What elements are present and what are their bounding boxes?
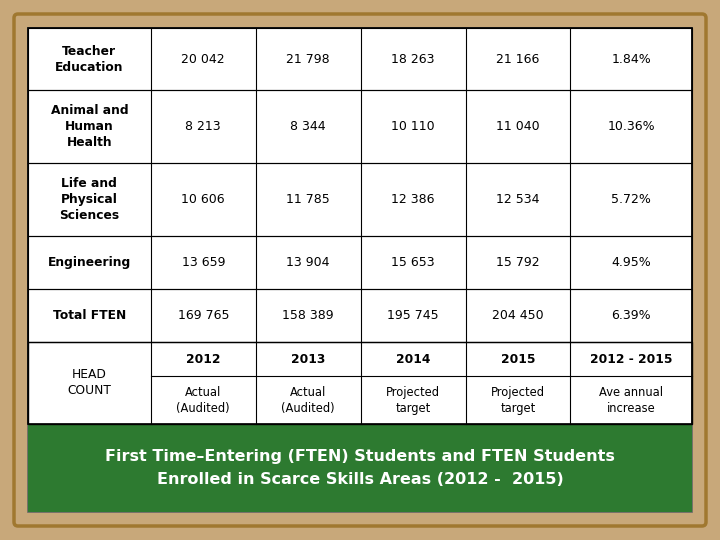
Text: Life and
Physical
Sciences: Life and Physical Sciences xyxy=(59,177,120,222)
Text: First Time–Entering (FTEN) Students and FTEN Students
Enrolled in Scarce Skills : First Time–Entering (FTEN) Students and … xyxy=(105,449,615,487)
Text: Ave annual
increase: Ave annual increase xyxy=(599,386,663,415)
Text: Actual
(Audited): Actual (Audited) xyxy=(282,386,335,415)
Text: 2014: 2014 xyxy=(396,353,431,366)
Text: 15 792: 15 792 xyxy=(496,256,540,269)
Text: 20 042: 20 042 xyxy=(181,52,225,65)
Text: 21 166: 21 166 xyxy=(496,52,540,65)
Bar xyxy=(28,236,692,289)
Text: 2013: 2013 xyxy=(291,353,325,366)
Text: 10.36%: 10.36% xyxy=(608,120,655,133)
Text: 13 659: 13 659 xyxy=(181,256,225,269)
FancyBboxPatch shape xyxy=(14,14,706,526)
Text: 4.95%: 4.95% xyxy=(611,256,651,269)
Text: 2012 - 2015: 2012 - 2015 xyxy=(590,353,672,366)
Text: 8 344: 8 344 xyxy=(290,120,326,133)
Text: 15 653: 15 653 xyxy=(391,256,435,269)
Text: 2012: 2012 xyxy=(186,353,220,366)
Text: 12 534: 12 534 xyxy=(496,193,540,206)
Text: 21 798: 21 798 xyxy=(287,52,330,65)
Text: 12 386: 12 386 xyxy=(392,193,435,206)
Text: Projected
target: Projected target xyxy=(386,386,440,415)
Bar xyxy=(28,28,692,424)
Text: 158 389: 158 389 xyxy=(282,309,334,322)
Text: 10 110: 10 110 xyxy=(391,120,435,133)
Text: Projected
target: Projected target xyxy=(491,386,545,415)
FancyBboxPatch shape xyxy=(28,424,692,512)
Bar xyxy=(28,342,692,424)
Text: 18 263: 18 263 xyxy=(392,52,435,65)
Text: 11 040: 11 040 xyxy=(496,120,540,133)
Text: Total FTEN: Total FTEN xyxy=(53,309,126,322)
Text: 10 606: 10 606 xyxy=(181,193,225,206)
Bar xyxy=(28,28,692,90)
Bar xyxy=(28,90,692,163)
Text: 13 904: 13 904 xyxy=(287,256,330,269)
Bar xyxy=(28,163,692,236)
Text: Teacher
Education: Teacher Education xyxy=(55,44,124,73)
Text: 8 213: 8 213 xyxy=(186,120,221,133)
Text: 169 765: 169 765 xyxy=(178,309,229,322)
Text: 11 785: 11 785 xyxy=(287,193,330,206)
Text: HEAD
COUNT: HEAD COUNT xyxy=(68,368,112,397)
Text: Animal and
Human
Health: Animal and Human Health xyxy=(50,104,128,149)
Text: 204 450: 204 450 xyxy=(492,309,544,322)
Text: 5.72%: 5.72% xyxy=(611,193,651,206)
Text: 1.84%: 1.84% xyxy=(611,52,651,65)
Text: 195 745: 195 745 xyxy=(387,309,439,322)
Text: Engineering: Engineering xyxy=(48,256,131,269)
FancyBboxPatch shape xyxy=(28,28,692,512)
Text: Actual
(Audited): Actual (Audited) xyxy=(176,386,230,415)
Bar xyxy=(28,289,692,342)
Text: 2015: 2015 xyxy=(501,353,535,366)
Text: 6.39%: 6.39% xyxy=(611,309,651,322)
